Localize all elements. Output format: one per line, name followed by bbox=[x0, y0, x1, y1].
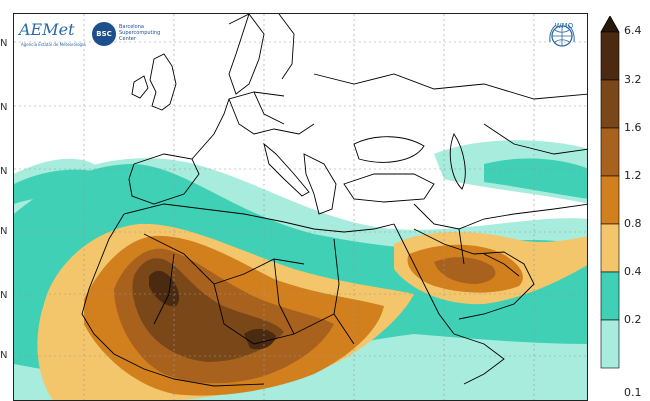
bsc-mark: BSC bbox=[92, 22, 116, 46]
latitude-label: N bbox=[0, 226, 8, 237]
colorbar bbox=[600, 16, 620, 369]
colorbar-tick-label: 0.1 bbox=[624, 386, 642, 399]
colorbar-extend-arrow bbox=[600, 16, 620, 33]
bsc-name-line: Center bbox=[119, 36, 136, 42]
bsc-logo: BSC Barcelona Supercomputing Center bbox=[92, 22, 182, 50]
colorbar-segment bbox=[600, 127, 620, 177]
bsc-name: Barcelona Supercomputing Center bbox=[119, 24, 179, 42]
colorbar-tick-label: 3.2 bbox=[624, 73, 642, 86]
dust-forecast-map: AEMet Agencia Estatal de Meteorología BS… bbox=[13, 13, 588, 401]
latitude-label: N bbox=[0, 290, 8, 301]
colorbar-segment bbox=[600, 223, 620, 273]
latitude-axis: N N N N N N bbox=[0, 0, 14, 401]
aemet-logo: AEMet Agencia Estatal de Meteorología bbox=[19, 20, 99, 52]
colorbar-tick-label: 6.4 bbox=[624, 24, 642, 37]
aemet-tagline: Agencia Estatal de Meteorología bbox=[21, 42, 86, 47]
wmo-logo: WMO bbox=[547, 22, 581, 62]
un-globe-emblem-icon bbox=[549, 24, 575, 47]
colorbar-tick-label: 0.2 bbox=[624, 313, 642, 326]
latitude-label: N bbox=[0, 166, 8, 177]
latitude-label: N bbox=[0, 38, 8, 49]
bsc-name-line: Supercomputing bbox=[119, 30, 161, 36]
aemet-wordmark: AEMet bbox=[19, 20, 75, 39]
colorbar-segment bbox=[600, 271, 620, 321]
latitude-label: N bbox=[0, 102, 8, 113]
colorbar-tick-label: 1.2 bbox=[624, 169, 642, 182]
colorbar-tick-label: 0.4 bbox=[624, 265, 642, 278]
dust-layer-3-2 bbox=[149, 270, 276, 350]
coastlines-and-borders bbox=[81, 14, 587, 387]
colorbar-tick-label: 0.8 bbox=[624, 217, 642, 230]
bsc-name-line: Barcelona bbox=[119, 24, 144, 30]
colorbar-segment bbox=[600, 175, 620, 225]
latitude-label: N bbox=[0, 350, 8, 361]
colorbar-segment bbox=[600, 79, 620, 129]
colorbar-segment bbox=[600, 319, 620, 369]
colorbar-segment bbox=[600, 31, 620, 81]
colorbar-tick-label: 1.6 bbox=[624, 121, 642, 134]
map-canvas bbox=[14, 14, 587, 400]
